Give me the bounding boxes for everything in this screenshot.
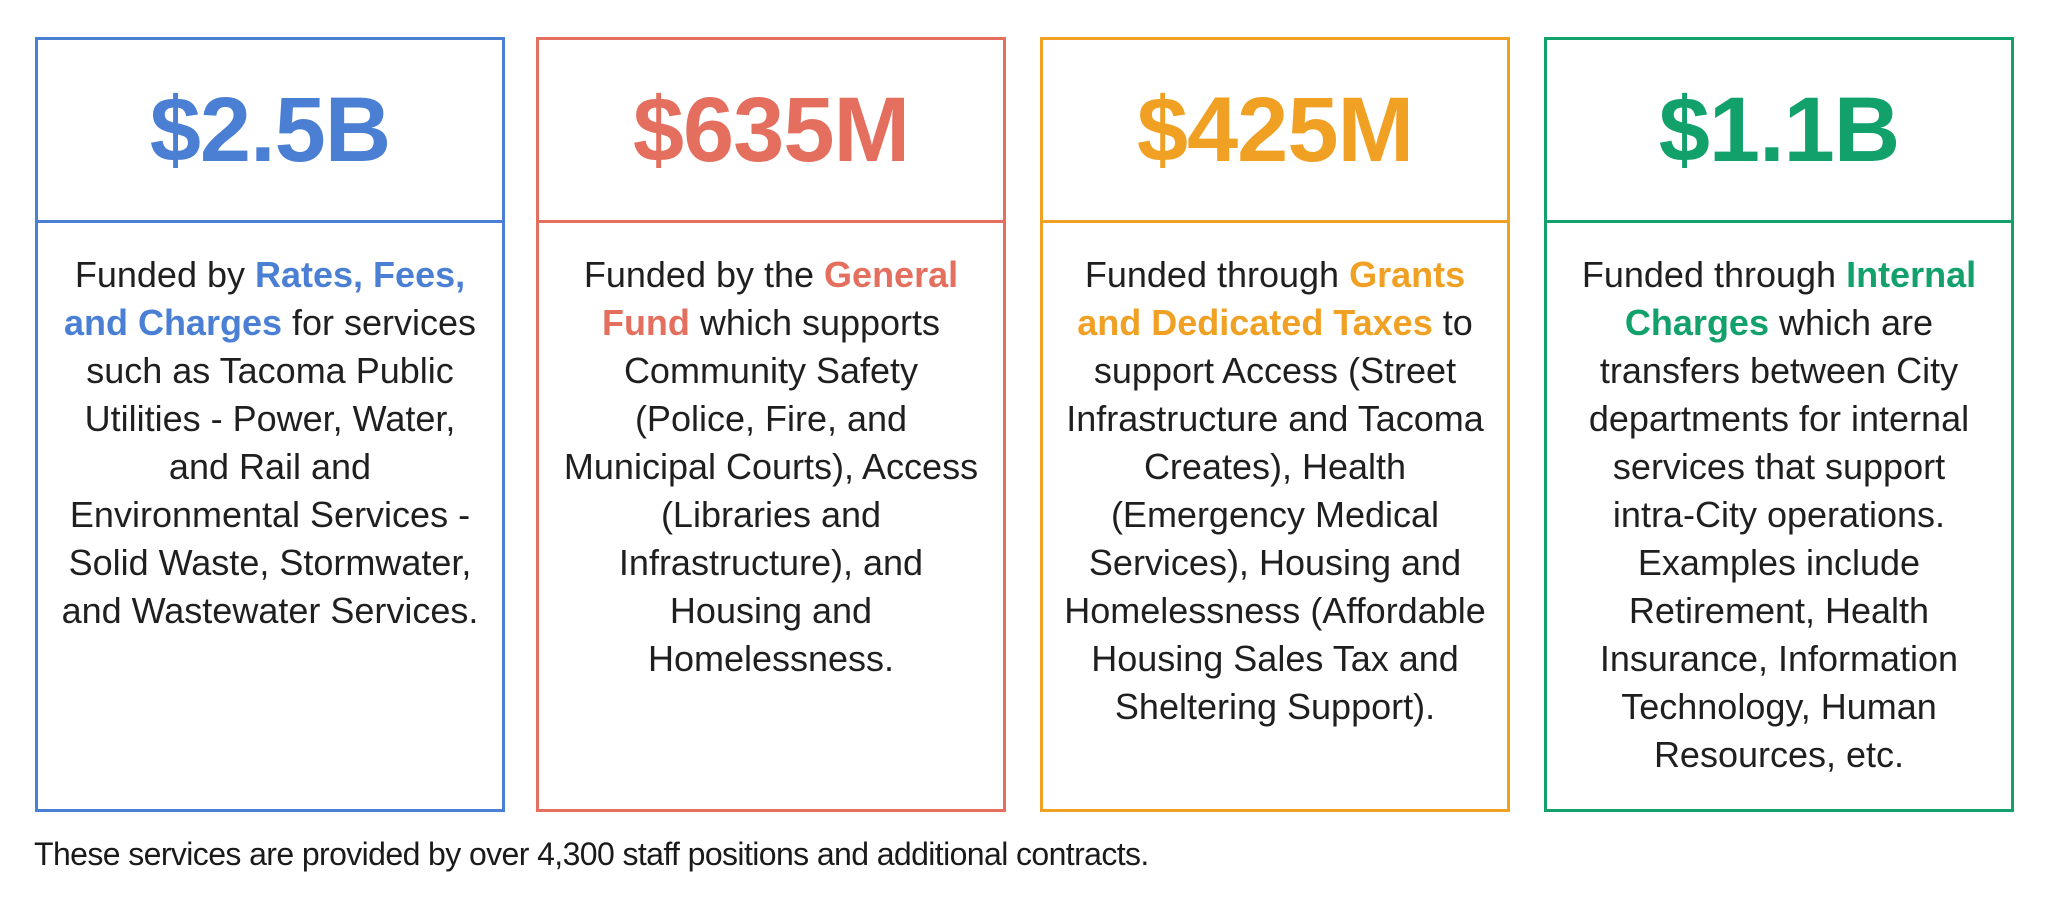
funding-card-general-fund: $635M Funded by the General Fund which s… — [536, 37, 1006, 812]
funding-card-grants-taxes: $425M Funded through Grants and Dedicate… — [1040, 37, 1510, 812]
funding-source-highlight: General Fund — [601, 254, 959, 343]
description-lead: Funded by — [74, 254, 255, 295]
card-header: $2.5B — [38, 40, 502, 223]
card-header: $1.1B — [1547, 40, 2011, 223]
description-text: for services such as Tacoma Public Utili… — [61, 302, 479, 631]
card-description: Funded through Grants and Dedicated Taxe… — [1043, 223, 1507, 731]
amount-value: $1.1B — [1658, 78, 1900, 181]
amount-value: $425M — [1136, 78, 1414, 181]
amount-value: $2.5B — [149, 78, 391, 181]
footer-note: These services are provided by over 4,30… — [34, 836, 1149, 872]
card-description: Funded by the General Fund which support… — [539, 223, 1003, 683]
card-header: $635M — [539, 40, 1003, 223]
description-lead: Funded through — [1581, 254, 1847, 295]
funding-card-rates-fees: $2.5B Funded by Rates, Fees, and Charges… — [35, 37, 505, 812]
description-text: to support Access (Street Infrastructure… — [1064, 302, 1486, 727]
amount-value: $635M — [632, 78, 910, 181]
description-lead: Funded through — [1084, 254, 1350, 295]
description-text: which are transfers between City departm… — [1588, 302, 1970, 775]
funding-card-internal-charges: $1.1B Funded through Internal Charges wh… — [1544, 37, 2014, 812]
funding-source-highlight: Grants and Dedicated Taxes — [1077, 254, 1466, 343]
card-description: Funded by Rates, Fees, and Charges for s… — [38, 223, 502, 635]
funding-source-highlight: Internal Charges — [1624, 254, 1977, 343]
description-lead: Funded by the — [583, 254, 825, 295]
funding-source-highlight: Rates, Fees, and Charges — [63, 254, 466, 343]
card-header: $425M — [1043, 40, 1507, 223]
description-text: which supports Community Safety (Police,… — [563, 302, 979, 679]
card-description: Funded through Internal Charges which ar… — [1547, 223, 2011, 779]
